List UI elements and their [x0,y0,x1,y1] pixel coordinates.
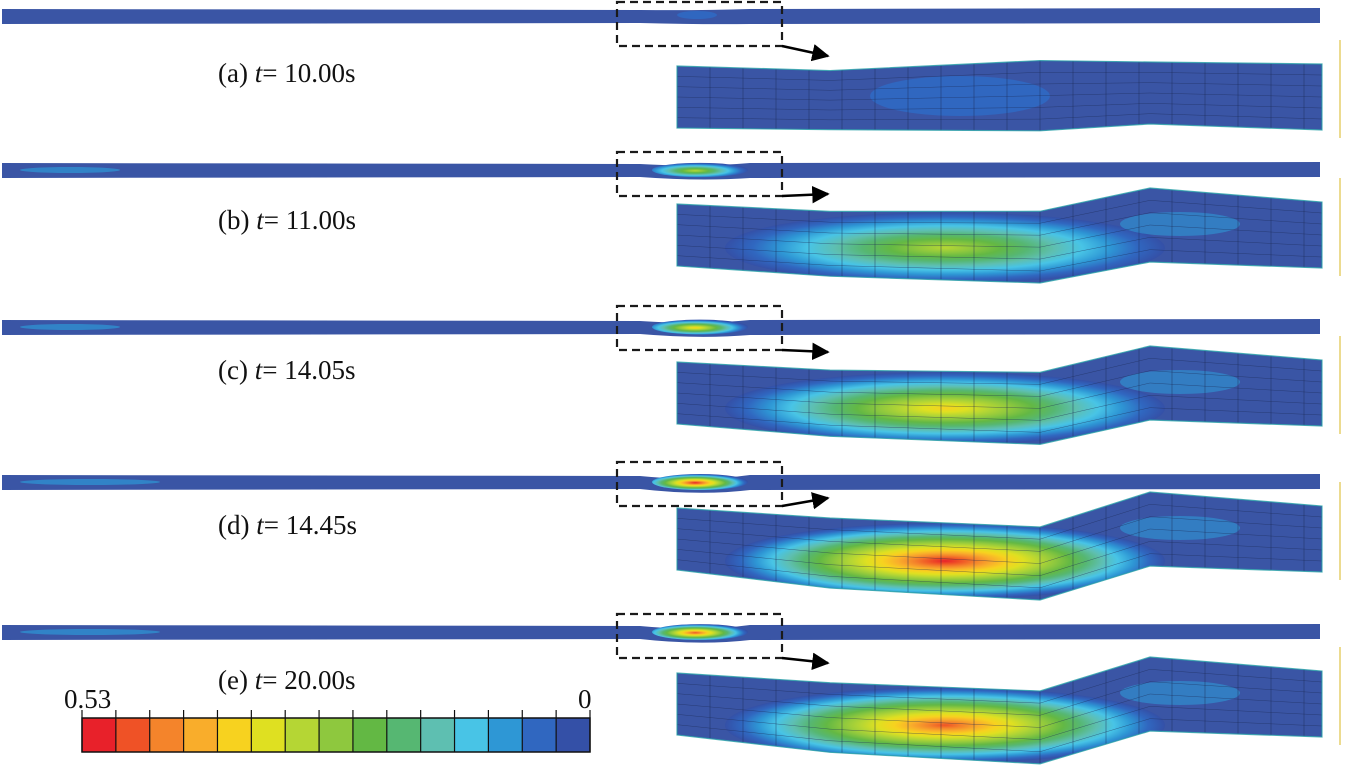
panel-id: (d) [218,510,257,540]
legend-swatch [488,718,523,752]
contour-streak [20,479,160,485]
legend-swatch [420,718,456,752]
equals-sign: = [262,58,285,88]
damage-zone [870,76,1050,116]
legend-swatch [454,718,489,752]
legend-swatch [115,718,151,752]
legend-swatch [319,718,354,752]
panel-label: (b) t= 11.00s [218,205,356,236]
legend-max-label: 0.53 [64,684,112,714]
panel-id: (e) [218,665,255,695]
legend-min-label: 0 [578,684,592,714]
panel-label: (c) t= 14.05s [218,355,355,386]
time-value: 20.00s [284,665,356,695]
panel-id: (c) [218,355,255,385]
legend-swatch [183,718,218,752]
panel-a [2,0,1341,138]
time-symbol: t [256,205,264,235]
legend-swatch [285,718,320,752]
panel-e [2,612,1341,765]
full-beam [2,8,1320,25]
legend-swatch [386,718,422,752]
damage-zone-small [652,162,748,178]
legend-swatch [82,718,117,752]
zoomed-beam [677,346,1322,445]
time-value: 11.00s [285,205,356,235]
panel-label: (d) t= 14.45s [218,510,357,541]
time-value: 10.00s [284,58,356,88]
legend-swatch [522,718,557,752]
zoom-box [615,460,784,508]
contour-tail [1120,370,1240,394]
time-symbol: t [256,510,264,540]
panel-id: (a) [218,58,255,88]
equals-sign: = [262,665,285,695]
zoomed-beam [677,188,1322,283]
equals-sign: = [263,205,286,235]
legend-swatch [556,718,591,752]
time-value: 14.05s [284,355,356,385]
damage-zone-small [677,11,717,19]
contour-streak [20,167,120,173]
legend-swatch [217,718,252,752]
equals-sign: = [263,510,286,540]
panel-c [2,304,1341,445]
color-legend [81,710,591,753]
zoom-box [615,304,784,352]
zoom-arrow [781,44,830,62]
zoomed-beam [677,492,1322,600]
legend-swatch [352,718,388,752]
contour-streak [20,629,160,635]
contour-tail [1120,212,1240,236]
time-symbol: t [254,58,263,88]
contour-tail [1120,681,1240,705]
damage-zone-small [652,624,748,640]
panel-id: (b) [218,205,257,235]
time-symbol: t [254,665,263,695]
zoom-arrow [781,652,830,670]
legend-swatch [251,718,286,752]
contour-tail [1120,516,1240,540]
equals-sign: = [262,355,285,385]
zoom-box [615,0,784,48]
damage-zone-small [652,474,748,490]
panel-d [2,460,1341,601]
damage-zone [725,523,1165,599]
panel-label: (e) t= 20.00s [218,665,355,696]
zoom-arrow [781,185,830,204]
panel-label: (a) t= 10.00s [218,58,355,89]
zoom-box [615,612,784,660]
time-value: 14.45s [285,510,357,540]
zoomed-beam [677,657,1322,764]
damage-zone [725,372,1165,445]
zoomed-beam [677,60,1322,131]
zoom-box [615,150,784,198]
zoom-arrow [781,492,830,510]
time-symbol: t [254,355,263,385]
damage-zone-small [652,319,748,335]
contour-streak [20,324,120,330]
panel-b [2,150,1341,284]
zoom-arrow [781,342,830,361]
legend-swatch [149,718,185,752]
